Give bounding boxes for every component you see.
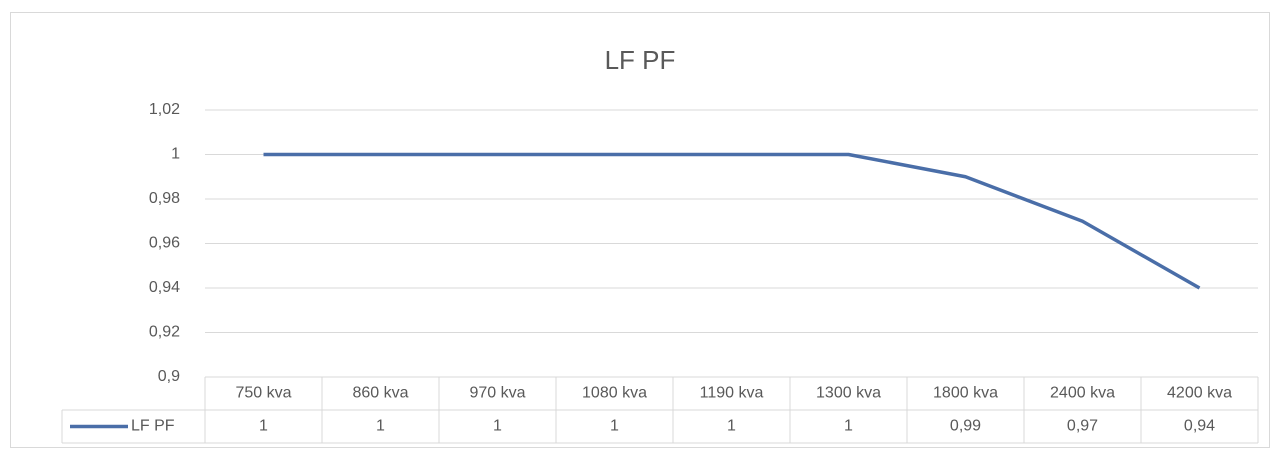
x-tick-label: 1080 kva (582, 385, 647, 402)
data-table-value: 1 (259, 418, 268, 435)
data-table-value: 1 (493, 418, 502, 435)
data-table-value: 0,94 (1184, 418, 1215, 435)
data-table-value: 1 (727, 418, 736, 435)
chart-title: LF PF (605, 45, 676, 75)
y-tick-label: 0,98 (149, 190, 180, 207)
data-table-value: 0,99 (950, 418, 981, 435)
x-tick-label: 970 kva (469, 385, 525, 402)
x-tick-label: 1800 kva (933, 385, 998, 402)
y-tick-label: 1,02 (149, 101, 180, 118)
x-tick-label: 2400 kva (1050, 385, 1115, 402)
x-tick-label: 1190 kva (700, 385, 764, 402)
x-tick-label: 860 kva (352, 385, 408, 402)
line-series (263, 152, 1201, 290)
data-table-value: 1 (844, 418, 853, 435)
x-tick-label: 4200 kva (1167, 385, 1232, 402)
y-tick-label: 1 (171, 146, 180, 163)
chart-area (10, 12, 1270, 448)
x-tick-label: 750 kva (235, 385, 291, 402)
data-table-value: 0,97 (1067, 418, 1098, 435)
y-tick-label: 0,9 (158, 368, 180, 385)
y-tick-label: 0,94 (149, 279, 180, 296)
y-tick-label: 0,92 (149, 324, 180, 341)
x-tick-label: 1300 kva (816, 385, 881, 402)
legend-label: LF PF (131, 418, 175, 435)
data-table-value: 1 (610, 418, 619, 435)
y-tick-label: 0,96 (149, 235, 180, 252)
data-table-value: 1 (376, 418, 385, 435)
